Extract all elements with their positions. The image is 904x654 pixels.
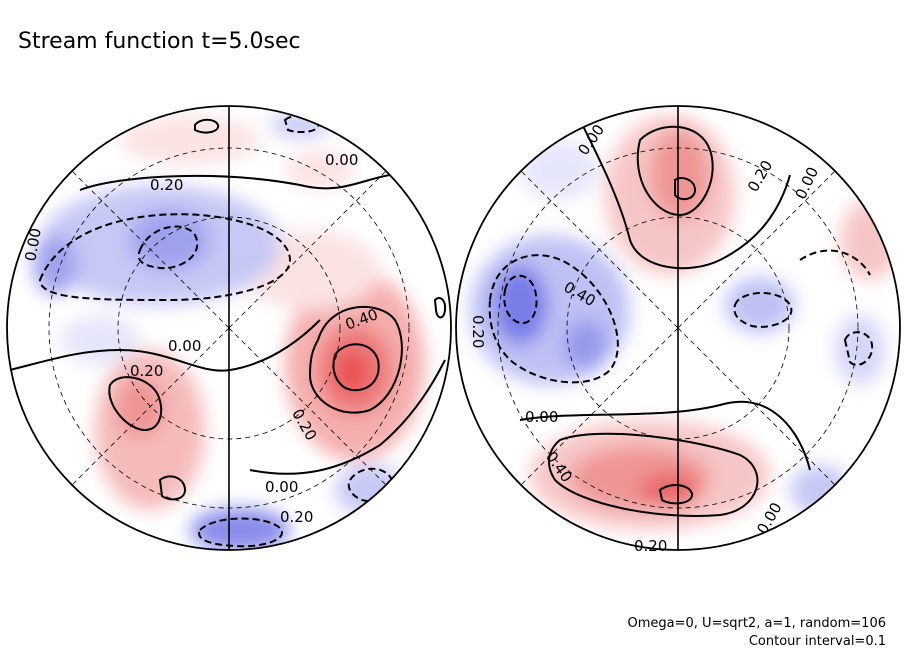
contour-line	[433, 297, 447, 319]
contour-label: 0.20	[634, 537, 667, 555]
contour-line	[137, 225, 199, 270]
negative-region	[130, 210, 210, 270]
contour-line	[332, 343, 380, 392]
contour-line	[9, 319, 321, 372]
negative-region	[492, 265, 548, 345]
negative-region	[60, 315, 140, 365]
contour-line	[249, 359, 446, 475]
contour-line	[79, 174, 391, 191]
contour-label: 0.20	[130, 362, 163, 380]
positive-region	[120, 115, 260, 165]
contour-line	[38, 213, 292, 302]
negative-region	[190, 508, 290, 550]
negative-region	[563, 320, 607, 370]
hemisphere-outline	[455, 105, 901, 551]
negative-region	[33, 235, 77, 295]
positive-region	[285, 150, 355, 190]
contour-line	[158, 475, 187, 501]
contour-line	[488, 254, 619, 384]
contour-line	[579, 119, 791, 270]
contour-line	[843, 331, 874, 366]
footer-contour-interval: Contour interval=0.1	[749, 634, 886, 649]
positive-region	[650, 130, 710, 220]
contour-line	[503, 274, 538, 325]
contour-line	[519, 400, 811, 471]
contour-line	[733, 292, 793, 328]
contour-label: 0.20	[469, 315, 487, 348]
contour-line	[198, 517, 283, 548]
positive-region	[640, 472, 700, 508]
contour-label: 0.00	[265, 478, 298, 496]
contour-label: 0.00	[21, 227, 45, 263]
left-hemisphere: 0.20 0.00 0.00 0.40 0.00 0.20 0.20 0.00 …	[6, 105, 452, 551]
contour-label: 0.20	[280, 508, 313, 526]
negative-region	[835, 315, 885, 385]
contour-label: 0.00	[525, 408, 558, 426]
footer-params: Omega=0, U=sqrt2, a=1, random=106	[628, 616, 886, 631]
contour-line	[108, 376, 163, 432]
positive-region	[336, 352, 368, 392]
contour-line	[194, 118, 220, 134]
negative-region	[335, 465, 405, 515]
contour-line	[636, 125, 714, 217]
contour-label: 0.00	[168, 337, 201, 355]
contour-line	[308, 306, 403, 414]
contour-line	[658, 484, 693, 505]
negative-region	[725, 277, 795, 333]
page-title: Stream function t=5.0sec	[18, 29, 301, 54]
contour-label: 0.20	[150, 176, 183, 194]
negative-region	[790, 465, 850, 515]
contour-label: 0.00	[325, 151, 358, 169]
contour-line	[799, 249, 871, 276]
hemisphere-outline	[6, 105, 452, 551]
right-hemisphere: 0.00 0.20 0.00 0.40 0.20 0.00 0.40 0.00 …	[455, 105, 901, 555]
